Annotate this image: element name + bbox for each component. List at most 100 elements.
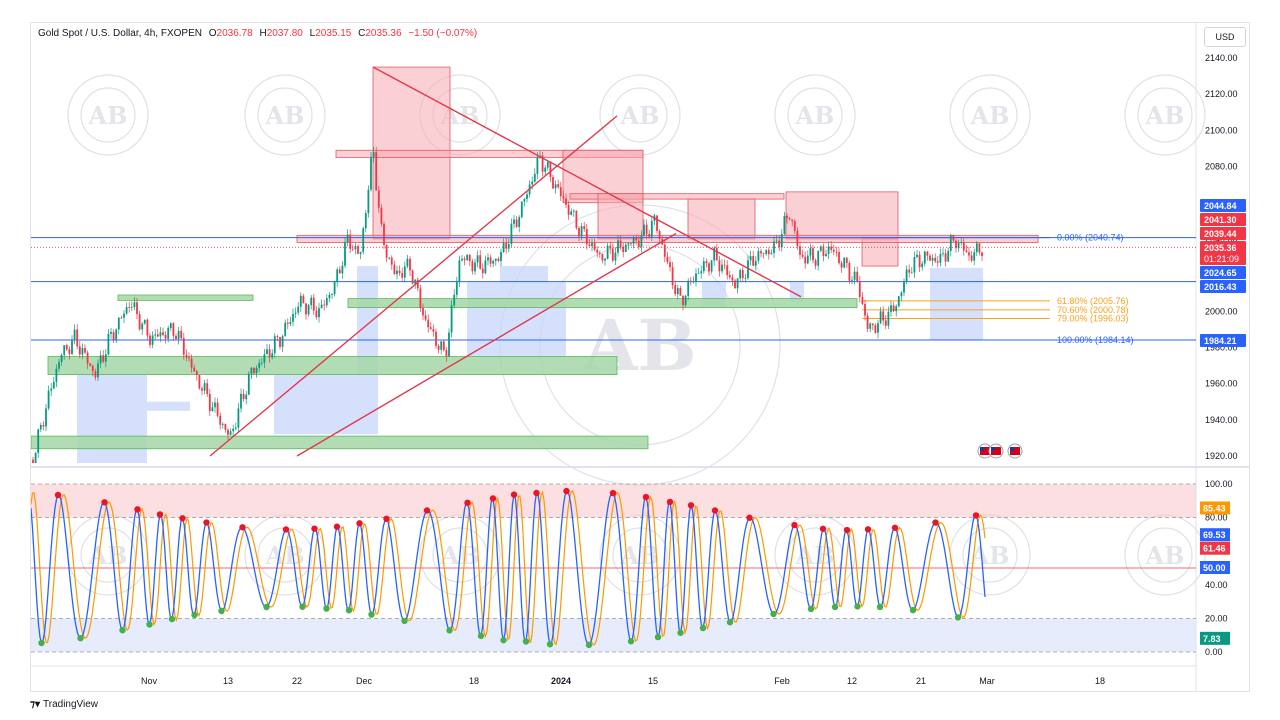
candle-body xyxy=(190,358,193,368)
time-tick-label: 22 xyxy=(292,676,302,686)
candle-body xyxy=(255,367,258,374)
us-flag-icon-stripes xyxy=(991,447,1001,455)
tradingview-logo[interactable]: ⁊▾ TradingView xyxy=(30,699,98,710)
candle-body xyxy=(89,363,92,366)
overbought-signal-dot xyxy=(156,511,164,518)
supply-zone xyxy=(785,191,899,240)
overbought-signal-dot xyxy=(54,491,62,499)
trend-line xyxy=(209,115,618,457)
candle-body xyxy=(351,248,354,250)
candle-body xyxy=(263,354,266,363)
candle-body xyxy=(700,271,703,274)
supply-zone xyxy=(597,193,644,240)
currency-button[interactable]: USD xyxy=(1204,27,1246,47)
candle-body xyxy=(437,345,440,350)
fib-level-label: 61.80% (2005.76) xyxy=(1057,296,1129,306)
candle-body xyxy=(882,311,885,321)
candle-body xyxy=(143,319,146,324)
candle-body xyxy=(479,255,482,269)
candle-body xyxy=(632,237,635,244)
candle-body xyxy=(630,243,632,245)
price-tag-value: 2016.43 xyxy=(1204,282,1237,292)
candle-body xyxy=(422,308,424,316)
candle-body xyxy=(617,240,619,253)
oversold-signal-dot xyxy=(168,615,176,623)
candle-body xyxy=(949,235,952,251)
candle-body xyxy=(531,181,534,185)
candle-body xyxy=(65,345,68,350)
candle-body xyxy=(770,252,773,255)
candle-body xyxy=(609,245,612,249)
us-flag-icon-stripes xyxy=(980,447,990,455)
order-block-box xyxy=(77,374,147,463)
candle-body xyxy=(658,230,661,240)
overbought-signal-dot xyxy=(356,520,363,527)
candle-body xyxy=(401,273,404,278)
candle-body xyxy=(567,204,570,215)
candle-body xyxy=(370,157,372,190)
price-tick-label: 1920.00 xyxy=(1205,451,1238,461)
price-tag-value: 2044.84 xyxy=(1204,201,1237,211)
time-tick-label: 15 xyxy=(648,676,658,686)
watermark-text: AB xyxy=(265,101,305,130)
candle-body xyxy=(102,355,105,362)
candle-body xyxy=(601,253,604,261)
candle-body xyxy=(276,336,279,338)
oversold-signal-dot xyxy=(831,603,839,611)
candle-body xyxy=(903,281,905,293)
watermark-seal-inner xyxy=(612,527,668,583)
candle-body xyxy=(481,268,484,274)
candle-body xyxy=(825,253,827,257)
candle-body xyxy=(864,303,866,316)
candle-body xyxy=(848,263,851,281)
candle-body xyxy=(572,210,575,212)
order-block-box xyxy=(274,374,357,435)
candle-body xyxy=(744,278,747,279)
candle-body xyxy=(947,250,950,262)
candle-body xyxy=(952,235,955,241)
candle-body xyxy=(637,240,640,248)
candle-body xyxy=(315,310,318,318)
candle-body xyxy=(723,264,726,266)
order-block-box xyxy=(500,266,548,283)
candle-body xyxy=(635,237,638,241)
oversold-signal-dot xyxy=(770,610,777,618)
candle-body xyxy=(455,282,458,295)
overbought-signal-dot xyxy=(843,526,851,534)
candle-body xyxy=(578,228,580,237)
candle-body xyxy=(775,240,778,242)
candle-body xyxy=(796,230,799,247)
candle-body xyxy=(383,223,385,245)
candle-body xyxy=(208,394,211,412)
candle-body xyxy=(645,224,648,234)
candle-body xyxy=(913,256,916,273)
candle-body xyxy=(942,253,944,255)
candle-body xyxy=(939,253,942,263)
candle-body xyxy=(180,330,183,339)
overbought-signal-dot xyxy=(101,499,108,506)
candle-body xyxy=(757,251,760,261)
time-tick-label: Feb xyxy=(774,676,790,686)
candle-body xyxy=(622,246,625,252)
candle-body xyxy=(71,339,73,355)
candle-body xyxy=(193,367,196,372)
candle-body xyxy=(138,314,141,330)
watermark-seal-inner xyxy=(962,87,1018,143)
tv-icon: ⁊▾ xyxy=(30,699,40,710)
candle-body xyxy=(409,258,411,271)
candle-body xyxy=(432,328,435,332)
candle-body xyxy=(396,270,398,275)
candle-body xyxy=(416,279,419,289)
candle-body xyxy=(341,265,344,274)
candle-body xyxy=(968,252,970,256)
candle-body xyxy=(596,249,599,253)
us-flag-icon-canton xyxy=(991,447,995,451)
candle-body xyxy=(206,383,209,395)
demand-zone xyxy=(347,298,858,309)
candle-body xyxy=(697,273,700,275)
overbought-signal-dot xyxy=(311,525,318,532)
candle-body xyxy=(552,176,554,189)
candle-body xyxy=(760,251,762,254)
